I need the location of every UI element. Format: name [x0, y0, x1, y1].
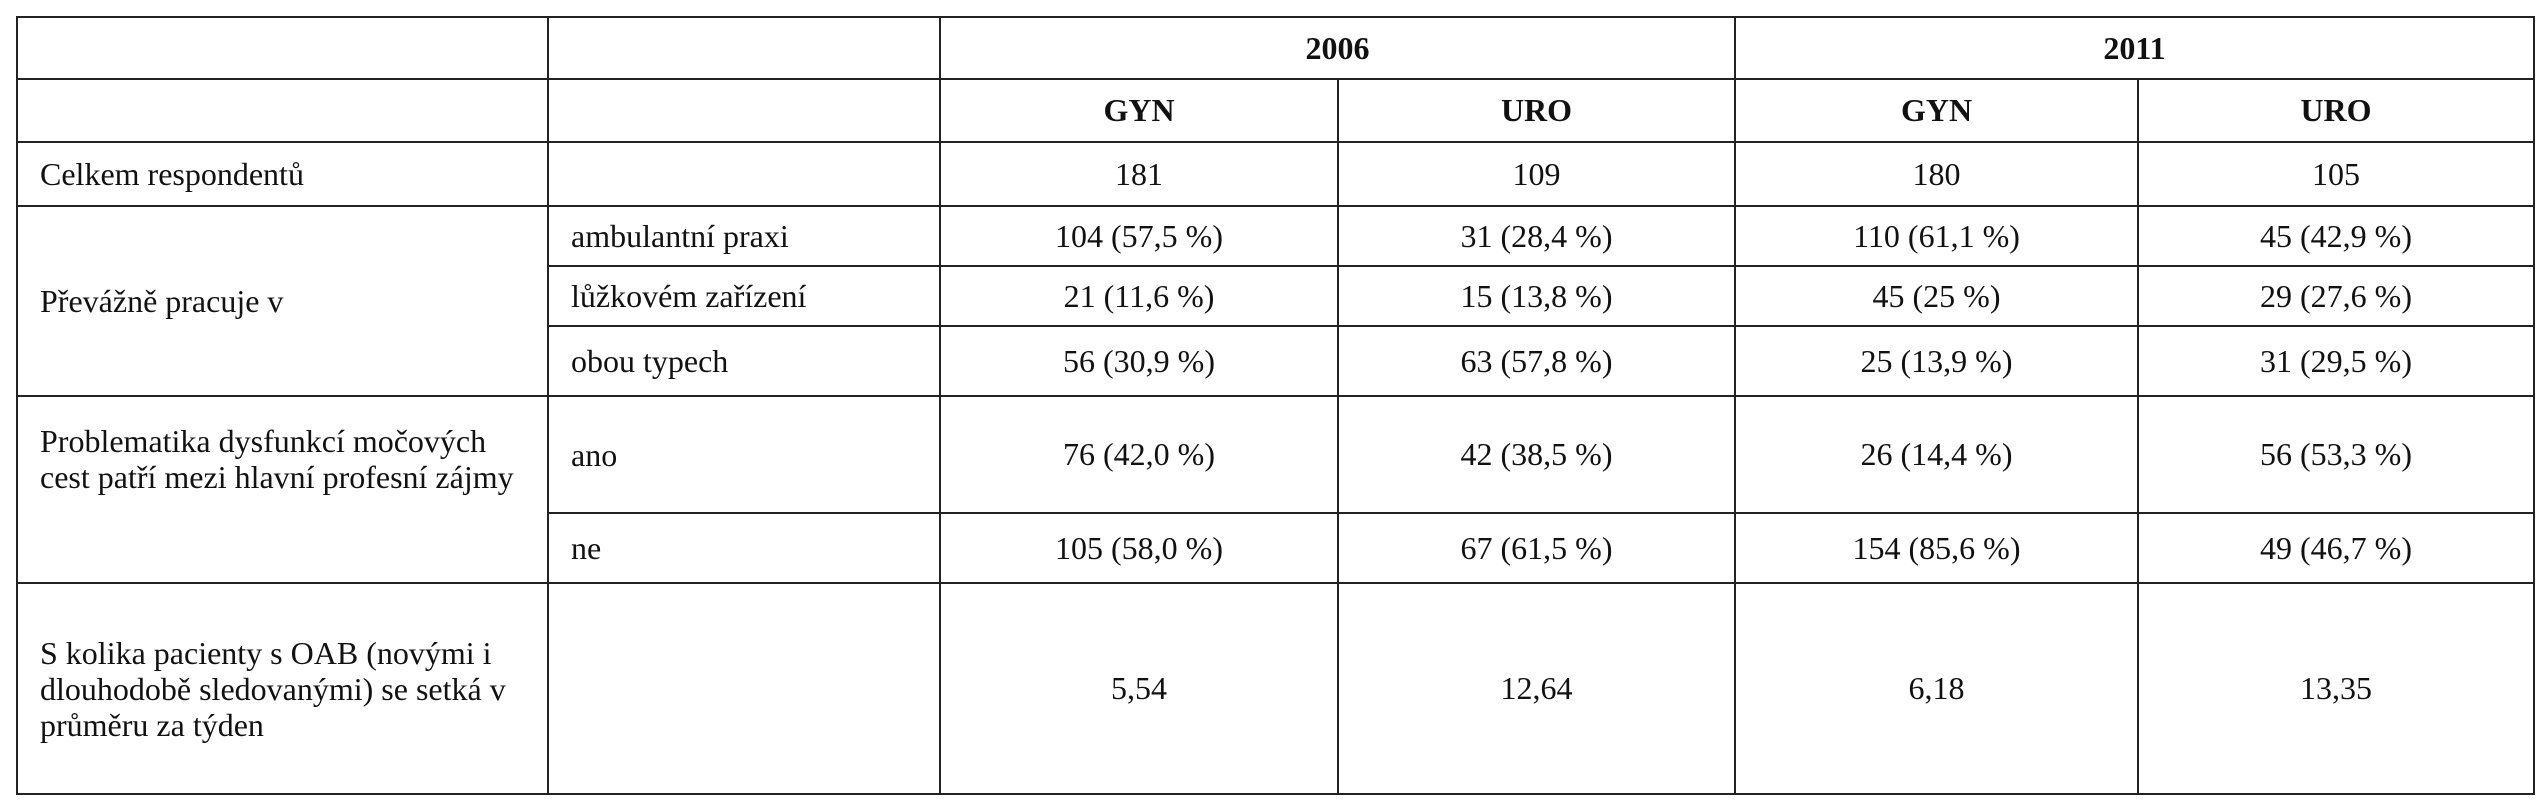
table-cell: 6,18 [1734, 582, 2139, 795]
table-cell [547, 16, 941, 80]
table-cell: Celkem respondentů [16, 141, 549, 207]
table-cell: 42 (38,5 %) [1337, 395, 1736, 514]
table-cell [16, 78, 549, 143]
table-cell: 154 (85,6 %) [1734, 512, 2139, 584]
table-cell: Problematika dysfunkcí močových cest pat… [16, 395, 549, 584]
table-cell: GYN [1734, 78, 2139, 143]
table-cell [547, 141, 941, 207]
table-row: GYN URO GYN URO [16, 78, 2535, 143]
table-cell: 12,64 [1337, 582, 1736, 795]
table-cell: 56 (53,3 %) [2137, 395, 2535, 514]
table-cell: 5,54 [939, 582, 1339, 795]
table-row: Celkem respondentů 181 109 180 105 [16, 141, 2535, 207]
table-cell: 76 (42,0 %) [939, 395, 1339, 514]
table-cell: 109 [1337, 141, 1736, 207]
table-cell: 21 (11,6 %) [939, 265, 1339, 327]
table-row: lůžkovém zařízení 21 (11,6 %) 15 (13,8 %) 4… [17, 265, 2535, 327]
table-cell: 105 [2137, 141, 2535, 207]
table-cell: 49 (46,7 %) [2137, 512, 2535, 584]
table-cell: ano [547, 395, 941, 514]
table-cell: 31 (29,5 %) [2137, 325, 2535, 397]
data-table: 2006 2011 GYN URO GYN URO Celkem respondentů 18… [16, 16, 2535, 795]
table-cell: 67 (61,5 %) [1337, 512, 1736, 584]
table-cell: obou typech [547, 325, 941, 397]
table-cell: ne [547, 512, 941, 584]
table-cell: 29 (27,6 %) [2137, 265, 2535, 327]
table-row: S kolika pacienty s OAB (novými i dlouho… [16, 582, 2535, 795]
table-cell: 181 [939, 141, 1339, 207]
table-cell: lůžkovém zařízení [547, 265, 941, 327]
table-cell: 26 (14,4 %) [1734, 395, 2139, 514]
table-row: Převážně pracuje v ambulantní praxi 104 (5… [16, 205, 2535, 397]
table-cell: ambulantní praxi [547, 205, 941, 267]
table-cell: 180 [1734, 141, 2139, 207]
table-cell: 63 (57,8 %) [1337, 325, 1736, 397]
table-cell [16, 16, 549, 80]
table-row: 2006 2011 [16, 16, 2535, 80]
table-cell: URO [1337, 78, 1736, 143]
table-cell: 45 (42,9 %) [2137, 205, 2535, 267]
table-cell: Převážně pracuje v [16, 205, 549, 397]
table-cell: 2011 [1734, 16, 2535, 80]
table-cell: 56 (30,9 %) [939, 325, 1339, 397]
table-cell: 105 (58,0 %) [939, 512, 1339, 584]
table-cell [547, 78, 941, 143]
table-cell: 45 (25 %) [1734, 265, 2139, 327]
table-cell: 104 (57,5 %) [939, 205, 1339, 267]
table-row: obou typech 56 (30,9 %) 63 (57,8 %) 25 (13,… [17, 325, 2535, 397]
table-cell: 31 (28,4 %) [1337, 205, 1736, 267]
table-cell [547, 582, 941, 795]
table-cell: 2006 [939, 16, 1736, 80]
table-row: Problematika dysfunkcí močových cest pat… [16, 395, 2535, 584]
table-cell: GYN [939, 78, 1339, 143]
table-cell: 25 (13,9 %) [1734, 325, 2139, 397]
table-cell: S kolika pacienty s OAB (novými i dlouho… [16, 582, 549, 795]
table-cell: 13,35 [2137, 582, 2535, 795]
table-cell: 110 (61,1 %) [1734, 205, 2139, 267]
table-cell: URO [2137, 78, 2535, 143]
table-cell: 15 (13,8 %) [1337, 265, 1736, 327]
table-row: ne 105 (58,0 %) 67 (61,5 %) 154 (85,6 %) 49 … [17, 512, 2535, 584]
